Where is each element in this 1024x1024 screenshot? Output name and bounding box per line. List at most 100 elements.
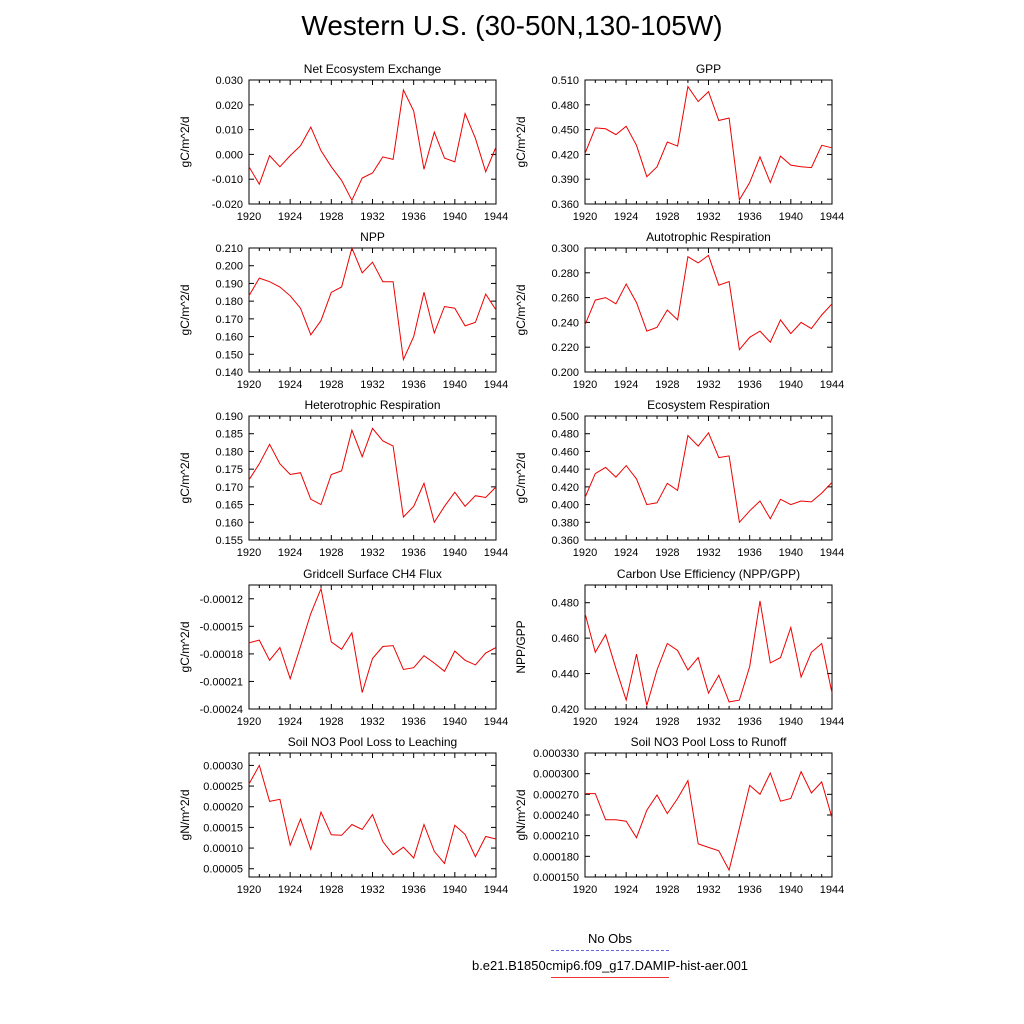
y-tick-label: 0.00010 <box>203 843 243 855</box>
x-tick-label: 1940 <box>779 211 803 223</box>
y-tick-label: -0.00021 <box>200 676 243 688</box>
y-tick-label: 0.440 <box>551 669 579 681</box>
chart-panel-4: Autotrophic Respiration gC/m^2/d 1920 1924 1… <box>514 230 844 391</box>
y-tick-label: 0.220 <box>551 342 579 354</box>
plot-frame <box>584 247 833 373</box>
x-tick-label: 1936 <box>401 884 425 896</box>
y-tick-label: 0.150 <box>215 349 243 361</box>
y-tick-label: 0.180 <box>215 296 243 308</box>
y-axis-label: gC/m^2/d <box>178 285 192 336</box>
legend-obs-line <box>551 950 669 951</box>
series-line <box>248 764 497 865</box>
x-tick-label: 1944 <box>484 211 508 223</box>
y-tick-label: -0.00015 <box>200 621 243 633</box>
chart-panel-9: Soil NO3 Pool Loss to Leaching gN/m^2/d 19… <box>178 735 508 896</box>
x-tick-label: 1940 <box>443 716 467 728</box>
x-tick-label: 1944 <box>820 547 844 559</box>
x-tick-label: 1936 <box>737 547 761 559</box>
x-tick-label: 1940 <box>443 547 467 559</box>
x-tick-label: 1932 <box>360 379 384 391</box>
chart-title: Carbon Use Efficiency (NPP/GPP) <box>617 567 800 581</box>
x-tick-label: 1920 <box>237 716 261 728</box>
y-tick-label: 0.500 <box>551 411 579 423</box>
x-tick-label: 1928 <box>655 211 679 223</box>
x-tick-label: 1940 <box>779 379 803 391</box>
x-tick-label: 1936 <box>401 379 425 391</box>
plot-frame <box>584 415 833 541</box>
plot-frame <box>248 584 497 710</box>
y-tick-label: 0.400 <box>551 500 579 512</box>
x-tick-label: 1944 <box>484 547 508 559</box>
y-axis-label: NPP/GPP <box>514 620 528 673</box>
legend-obs-label: No Obs <box>587 931 633 946</box>
x-tick-label: 1940 <box>443 884 467 896</box>
y-tick-label: 0.030 <box>215 75 243 87</box>
x-tick-label: 1928 <box>319 716 343 728</box>
x-tick-label: 1932 <box>696 547 720 559</box>
series-line <box>584 254 833 351</box>
y-tick-label: 0.170 <box>215 482 243 494</box>
y-tick-label: 0.020 <box>215 100 243 112</box>
x-tick-label: 1936 <box>401 211 425 223</box>
y-tick-label: 0.185 <box>215 429 243 441</box>
x-tick-label: 1928 <box>319 379 343 391</box>
page-title: Western U.S. (30-50N,130-105W) <box>301 10 723 41</box>
x-tick-label: 1944 <box>484 716 508 728</box>
y-tick-label: 0.300 <box>551 243 579 255</box>
y-tick-label: 0.00020 <box>203 802 243 814</box>
y-tick-label: 0.000300 <box>533 769 579 781</box>
x-tick-label: 1940 <box>443 211 467 223</box>
series-line <box>248 427 497 524</box>
y-tick-label: 0.480 <box>551 100 579 112</box>
y-axis-label: gC/m^2/d <box>514 117 528 168</box>
y-tick-label: 0.480 <box>551 429 579 441</box>
y-tick-label: 0.420 <box>551 149 579 161</box>
y-tick-label: 0.000270 <box>533 789 579 801</box>
y-tick-label: 0.00025 <box>203 781 243 793</box>
x-tick-label: 1924 <box>278 547 302 559</box>
y-tick-label: 0.360 <box>551 199 579 211</box>
x-tick-label: 1924 <box>278 211 302 223</box>
chart-title: Gridcell Surface CH4 Flux <box>303 567 442 581</box>
chart-title: GPP <box>696 62 721 76</box>
x-tick-label: 1944 <box>484 884 508 896</box>
x-tick-label: 1932 <box>360 211 384 223</box>
x-tick-label: 1928 <box>319 211 343 223</box>
series-line <box>248 246 497 362</box>
y-axis-label: gC/m^2/d <box>178 622 192 673</box>
legend: No Obs b.e21.B1850cmip6.f09_g17.DAMIP-hi… <box>440 930 780 984</box>
y-tick-label: 0.420 <box>551 704 579 716</box>
x-tick-label: 1920 <box>573 211 597 223</box>
y-tick-label: 0.190 <box>215 278 243 290</box>
y-tick-label: 0.480 <box>551 598 579 610</box>
y-tick-label: 0.140 <box>215 367 243 379</box>
y-tick-label: 0.000210 <box>533 831 579 843</box>
chart-title: NPP <box>360 230 385 244</box>
x-tick-label: 1924 <box>614 716 638 728</box>
x-tick-label: 1944 <box>820 884 844 896</box>
y-axis-label: gC/m^2/d <box>178 453 192 504</box>
chart-panel-3: NPP gC/m^2/d 1920 1924 1928 1932 1936 1940 1944 0… <box>178 230 508 391</box>
y-tick-label: 0.000150 <box>533 872 579 884</box>
y-tick-label: -0.010 <box>212 174 243 186</box>
x-tick-label: 1940 <box>779 547 803 559</box>
x-tick-label: 1940 <box>443 379 467 391</box>
y-tick-label: -0.00018 <box>200 649 243 661</box>
x-tick-label: 1932 <box>696 379 720 391</box>
y-tick-label: 0.510 <box>551 75 579 87</box>
x-tick-label: 1944 <box>820 716 844 728</box>
x-tick-label: 1928 <box>655 884 679 896</box>
y-axis-label: gC/m^2/d <box>514 285 528 336</box>
y-tick-label: 0.460 <box>551 446 579 458</box>
y-tick-label: 0.460 <box>551 633 579 645</box>
y-tick-label: 0.000180 <box>533 851 579 863</box>
x-tick-label: 1924 <box>278 884 302 896</box>
y-tick-label: 0.00015 <box>203 822 243 834</box>
series-line <box>248 586 497 693</box>
y-tick-label: 0.450 <box>551 125 579 137</box>
x-tick-label: 1932 <box>360 716 384 728</box>
chart-panel-6: Ecosystem Respiration gC/m^2/d 1920 1924 192… <box>514 398 844 559</box>
chart-title: Autotrophic Respiration <box>646 230 771 244</box>
y-tick-label: 0.00030 <box>203 760 243 772</box>
series-line <box>584 600 833 706</box>
